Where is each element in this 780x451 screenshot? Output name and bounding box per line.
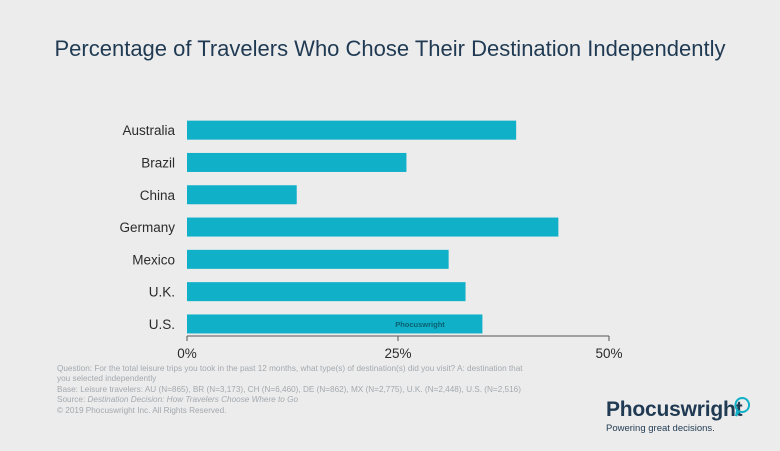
x-tick-label: 50%: [595, 346, 622, 361]
category-label: U.K.: [149, 285, 175, 300]
copyright-note: © 2019 Phocuswright Inc. All Rights Rese…: [57, 405, 227, 415]
source-note: Source: Destination Decision: How Travel…: [57, 395, 537, 405]
category-label: Mexico: [132, 252, 175, 267]
chart-notes: Question: For the total leisure trips yo…: [57, 364, 537, 416]
bar-mexico: [187, 249, 449, 269]
bar-brazil: [187, 152, 407, 172]
bar-u-s: [187, 314, 483, 334]
logo-tagline: Powering great decisions.: [606, 423, 715, 434]
base-note: Base: Leisure travelers: AU (N=865), BR …: [57, 384, 521, 394]
category-label: China: [140, 188, 176, 203]
watermark-text: Phocuswright: [395, 320, 445, 329]
x-tick-label: 25%: [384, 346, 411, 361]
x-tick-label: 0%: [177, 346, 197, 361]
question-note: Question: For the total leisure trips yo…: [57, 364, 523, 384]
category-label: Australia: [122, 123, 175, 138]
chart-title: Percentage of Travelers Who Chose Their …: [54, 36, 726, 61]
bar-china: [187, 185, 297, 205]
speech-bubble-icon: [734, 396, 751, 417]
bar-germany: [187, 217, 559, 237]
source-title: Destination Decision: How Travelers Choo…: [87, 395, 299, 405]
category-label: U.S.: [149, 317, 175, 332]
bar-u-k: [187, 282, 466, 302]
phocuswright-logo: Phocuswright Powering great decisions.: [606, 396, 751, 434]
bar-australia: [187, 120, 517, 140]
logo-name: Phocuswright: [606, 398, 743, 421]
category-label: Germany: [119, 220, 175, 235]
category-label: Brazil: [141, 155, 175, 170]
source-prefix: Source:: [57, 395, 88, 405]
